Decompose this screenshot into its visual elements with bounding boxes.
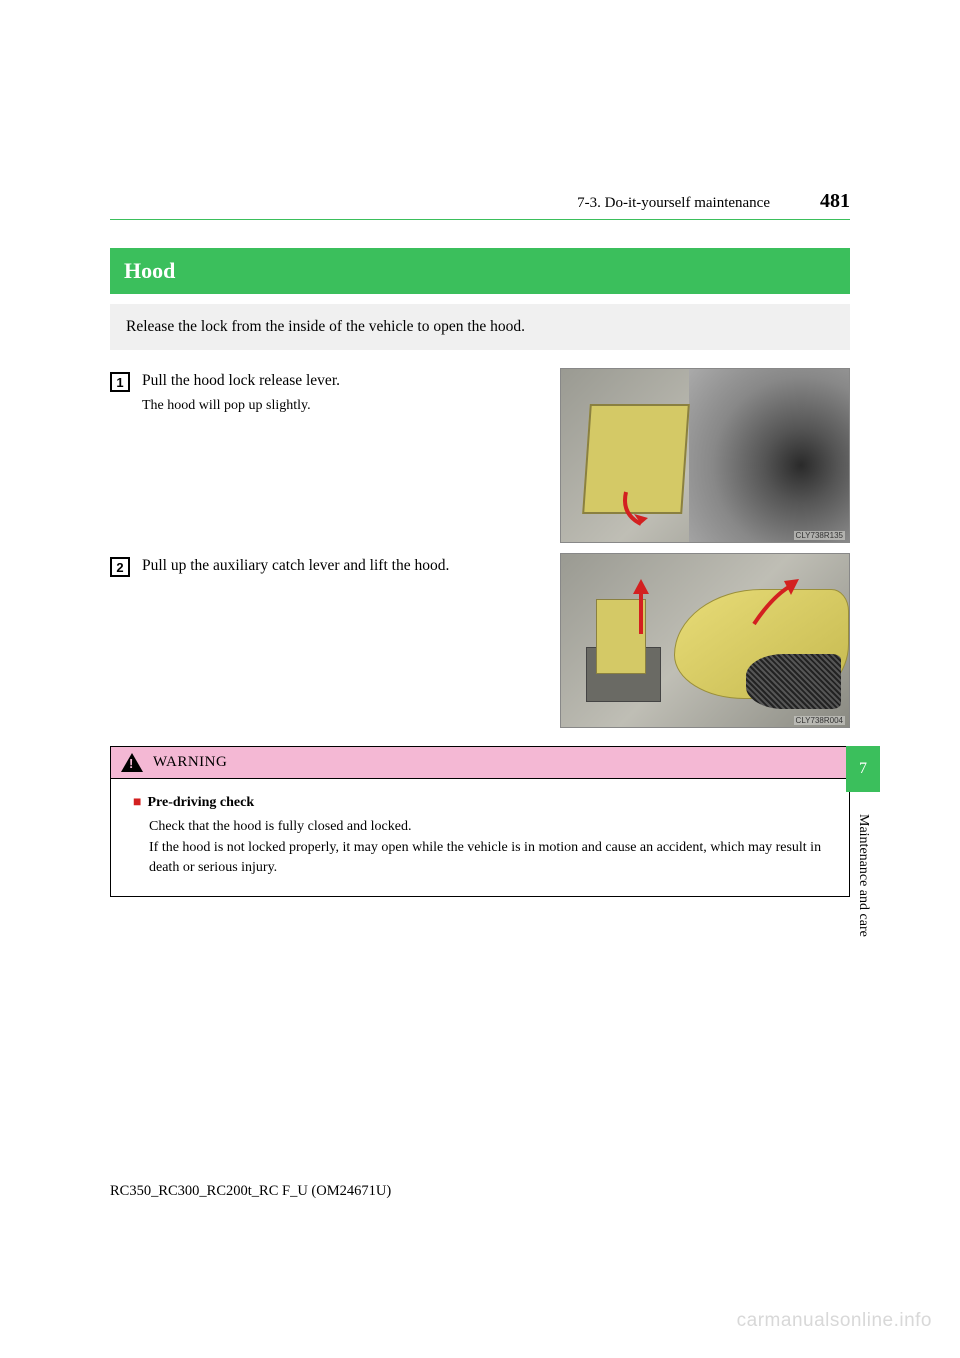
page-number: 481 xyxy=(820,190,850,213)
warning-text-2: If the hood is not locked properly, it m… xyxy=(133,838,831,879)
step-1-text: Pull the hood lock release lever. xyxy=(142,370,340,392)
warning-triangle-icon xyxy=(121,753,143,772)
step-1: 1 Pull the hood lock release lever. The … xyxy=(110,368,850,543)
warning-label: WARNING xyxy=(153,754,227,771)
side-tab: 7 Maintenance and care xyxy=(846,746,880,937)
warning-heading: Pre-driving check xyxy=(147,793,254,813)
grille-illustration xyxy=(746,654,841,709)
intro-box: Release the lock from the inside of the … xyxy=(110,304,850,350)
step-2: 2 Pull up the auxiliary catch lever and … xyxy=(110,553,850,728)
red-arrow-curve-icon xyxy=(739,569,809,639)
red-arrow-up-icon xyxy=(616,574,666,644)
step-2-text-col: 2 Pull up the auxiliary catch lever and … xyxy=(110,553,546,728)
watermark: carmanualsonline.info xyxy=(737,1310,932,1332)
footer-reference: RC350_RC300_RC200t_RC F_U (OM24671U) xyxy=(110,1183,391,1200)
step-2-text-wrap: Pull up the auxiliary catch lever and li… xyxy=(142,555,449,728)
steps-list: 1 Pull the hood lock release lever. The … xyxy=(110,368,850,728)
page-content: 7-3. Do-it-yourself maintenance 481 Hood… xyxy=(110,190,850,897)
step-number-icon: 2 xyxy=(110,557,130,577)
section-label: 7-3. Do-it-yourself maintenance xyxy=(577,195,770,212)
step-2-text: Pull up the auxiliary catch lever and li… xyxy=(142,555,449,577)
dashboard-illustration xyxy=(689,369,849,543)
section-title: Hood xyxy=(110,248,850,294)
step-1-image: CLY738R135 xyxy=(560,368,850,543)
step-1-text-col: 1 Pull the hood lock release lever. The … xyxy=(110,368,546,543)
warning-heading-row: ■ Pre-driving check xyxy=(133,793,831,813)
chapter-number-tab: 7 xyxy=(846,746,880,792)
warning-text-1: Check that the hood is fully closed and … xyxy=(133,817,831,837)
step-1-subtext: The hood will pop up slightly. xyxy=(142,398,340,414)
chapter-label: Maintenance and care xyxy=(855,792,871,937)
warning-header: WARNING xyxy=(111,747,849,779)
bullet-square-icon: ■ xyxy=(133,793,141,813)
step-2-image: CLY738R004 xyxy=(560,553,850,728)
red-arrow-icon xyxy=(616,484,666,534)
step-number-icon: 1 xyxy=(110,372,130,392)
warning-body: ■ Pre-driving check Check that the hood … xyxy=(111,779,849,896)
image-reference: CLY738R135 xyxy=(794,531,845,540)
header-line: 7-3. Do-it-yourself maintenance 481 xyxy=(110,190,850,220)
step-1-text-wrap: Pull the hood lock release lever. The ho… xyxy=(142,370,340,543)
image-reference: CLY738R004 xyxy=(794,716,845,725)
warning-box: WARNING ■ Pre-driving check Check that t… xyxy=(110,746,850,897)
